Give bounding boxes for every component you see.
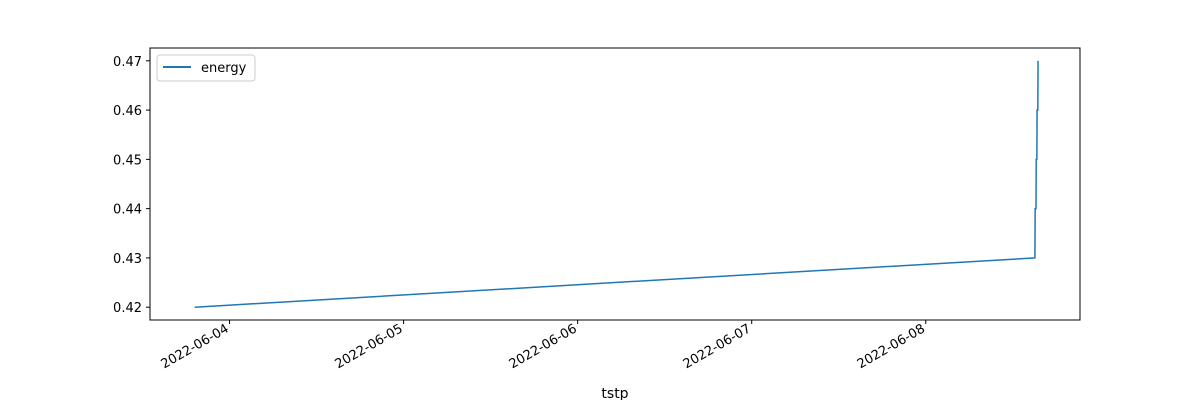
- y-tick-label: 0.46: [113, 104, 142, 119]
- plot-area: [150, 48, 1080, 320]
- y-tick-label: 0.44: [113, 203, 142, 218]
- y-tick-label: 0.42: [113, 301, 142, 316]
- y-tick-label: 0.45: [113, 153, 142, 168]
- x-tick-label: 2022-06-05: [333, 321, 406, 372]
- series-layer: [194, 60, 1039, 308]
- x-axis-title: tstp: [601, 386, 628, 400]
- plot-frame: [149, 47, 1081, 321]
- y-tick-label: 0.47: [113, 55, 142, 70]
- legend-box: [156, 54, 256, 82]
- x-axis-ticks: 2022-06-04 2022-06-05 2022-06-06 2022-06-07…: [159, 320, 928, 372]
- legend: energy: [156, 54, 256, 82]
- x-tick-label: 2022-06-07: [681, 321, 754, 372]
- series-line-energy: [194, 60, 1039, 308]
- x-tick-label: 2022-06-08: [855, 321, 928, 372]
- legend-label-energy: energy: [201, 61, 247, 76]
- y-axis-ticks: 0.42 0.43 0.44 0.45 0.46 0.47: [113, 55, 150, 316]
- x-tick-label: 2022-06-04: [159, 321, 232, 372]
- x-tick-label: 2022-06-06: [507, 321, 580, 372]
- y-tick-label: 0.43: [113, 252, 142, 267]
